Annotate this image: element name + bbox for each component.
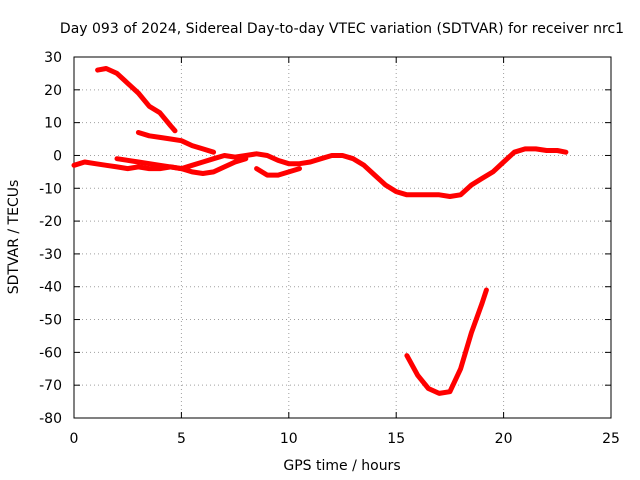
x-tick-label: 10 — [280, 431, 298, 447]
y-tick-label: -40 — [39, 280, 62, 296]
y-tick-label: -30 — [39, 247, 62, 263]
plot-frame — [73, 56, 612, 419]
y-tick-label: 20 — [44, 83, 62, 99]
y-tick-label: 0 — [53, 148, 62, 164]
x-tick-label: 25 — [602, 431, 620, 447]
y-tick-label: -80 — [39, 411, 62, 427]
x-tick-label: 20 — [495, 431, 513, 447]
series-mid-branch — [135, 130, 217, 155]
y-tick-label: 10 — [44, 116, 62, 132]
axis-ticks: 0 5 10 15 20 25 30 20 10 0 -10 -20 -30 -40 -50 -60 -70 -8… — [39, 50, 620, 447]
x-axis-label: GPS time / hours — [283, 458, 400, 474]
y-tick-label: -20 — [39, 214, 62, 230]
chart-title: Day 093 of 2024, Sidereal Day-to-day VTE… — [60, 21, 624, 37]
series-lower-branch — [114, 156, 249, 176]
x-tick-label: 5 — [177, 431, 186, 447]
y-tick-label: 30 — [44, 50, 62, 66]
data-series — [71, 66, 569, 396]
y-tick-label: -60 — [39, 345, 62, 361]
series-morning-high — [95, 66, 178, 134]
y-tick-label: -10 — [39, 181, 62, 197]
y-tick-label: -50 — [39, 313, 62, 329]
series-baseline — [71, 146, 569, 199]
y-tick-label: -70 — [39, 378, 62, 394]
series-late-dip — [404, 287, 489, 396]
y-axis-label: SDTVAR / TECUs — [6, 180, 22, 295]
series-small-arc — [254, 166, 302, 178]
x-tick-label: 0 — [70, 431, 79, 447]
x-tick-label: 15 — [387, 431, 405, 447]
